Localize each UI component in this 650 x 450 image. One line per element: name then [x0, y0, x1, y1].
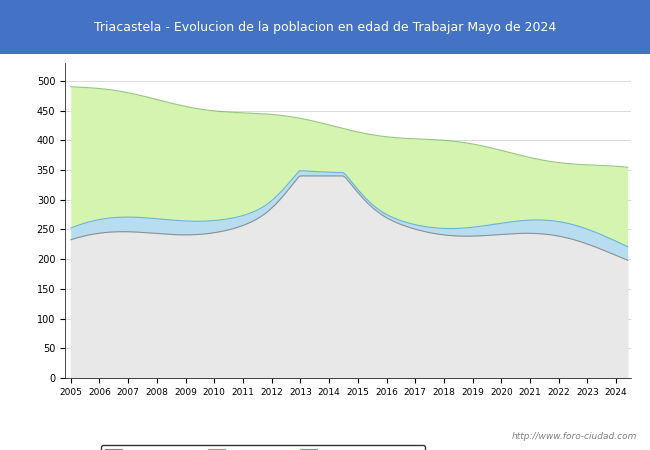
Text: http://www.foro-ciudad.com: http://www.foro-ciudad.com	[512, 432, 637, 441]
Legend: Ocupados, Parados, Hab. entre 16-64: Ocupados, Parados, Hab. entre 16-64	[101, 445, 425, 450]
Text: Triacastela - Evolucion de la poblacion en edad de Trabajar Mayo de 2024: Triacastela - Evolucion de la poblacion …	[94, 21, 556, 33]
